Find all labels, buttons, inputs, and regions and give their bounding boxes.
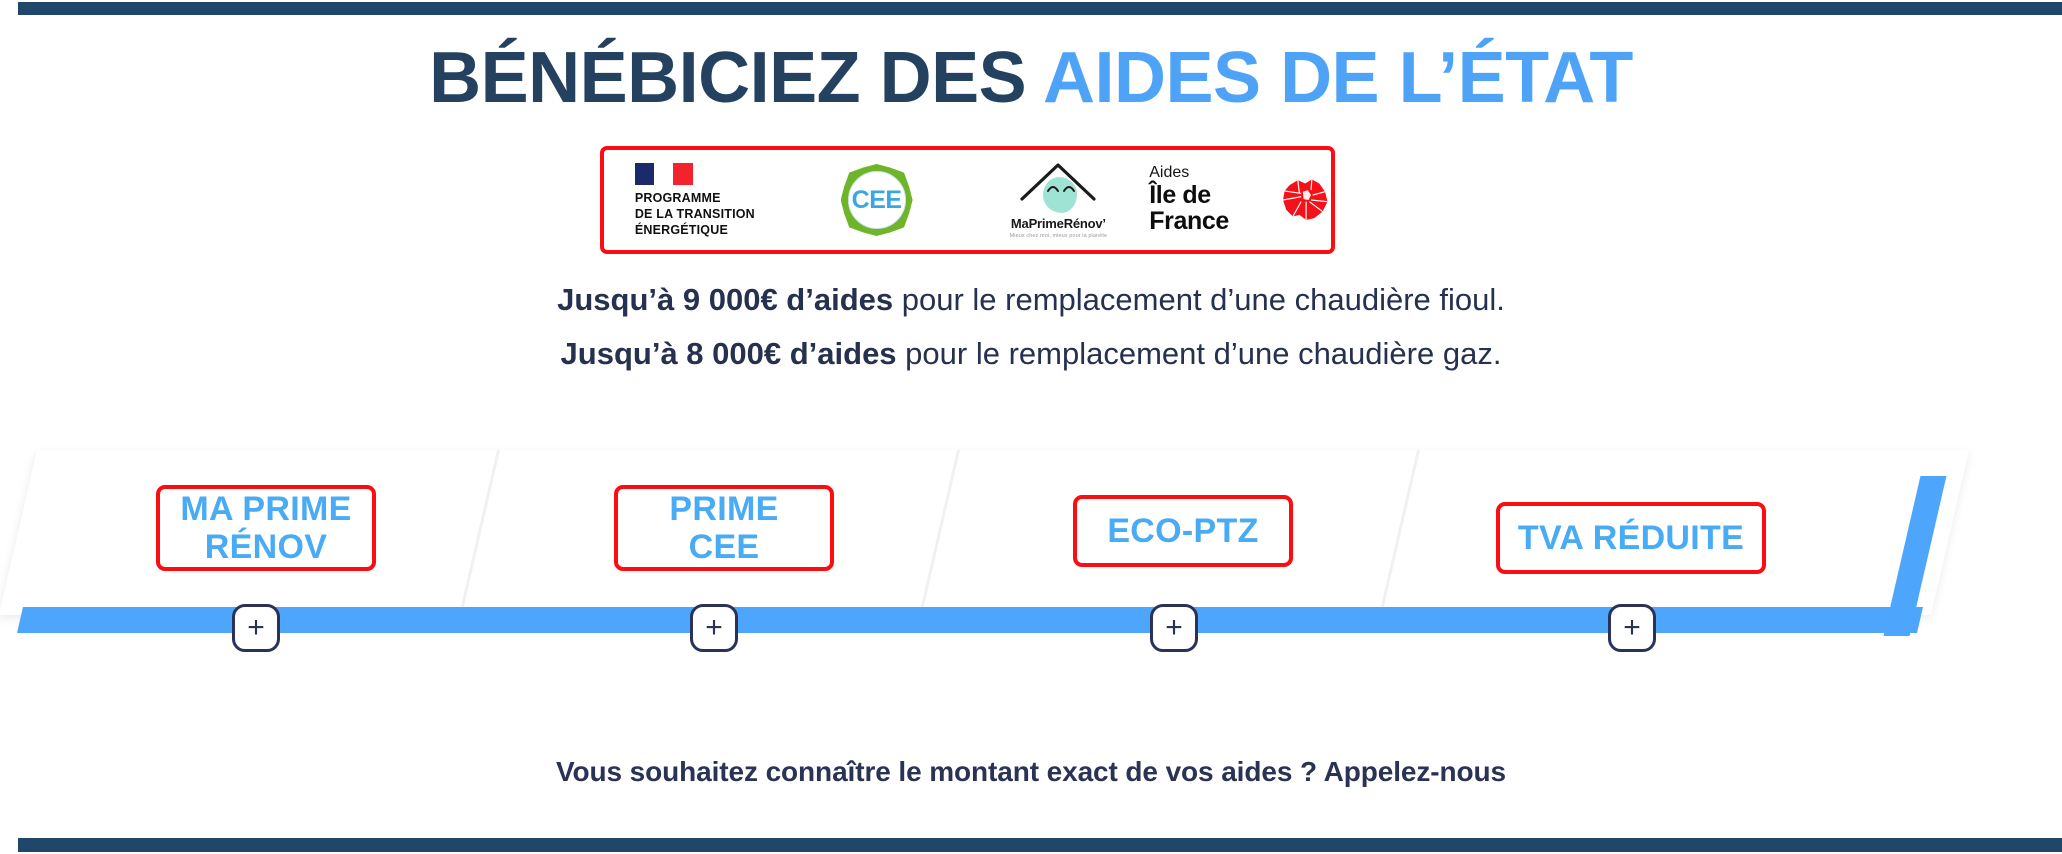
- aid-line-fioul-amount: Jusqu’à 9 000€ d’aides: [557, 282, 894, 317]
- timeline-divider-2: [918, 450, 961, 615]
- logo-pte-line2: DE LA TRANSITION: [634, 206, 755, 221]
- logo-maprimerenov-text: MaPrimeRénov’: [1010, 216, 1106, 231]
- aid-line-fioul-rest: pour le remplacement d’une chaudière fio…: [893, 282, 1505, 317]
- logo-pte-line3: ÉNERGÉTIQUE: [634, 222, 728, 237]
- cee-inner-circle: CEE: [847, 171, 906, 229]
- timeline-label-eco-ptz[interactable]: ECO-PTZ: [1073, 495, 1293, 567]
- aid-line-gaz-amount: Jusqu’à 8 000€ d’aides: [560, 336, 897, 372]
- aid-line-gaz-rest: pour le remplacement d’une chaudière gaz…: [896, 336, 1502, 372]
- logo-idf-line1: Aides: [1149, 164, 1190, 182]
- contact-cta-text: Vous souhaitez connaître le montant exac…: [556, 756, 1506, 787]
- logo-cee: CEE: [786, 150, 968, 250]
- house-roof-icon: [1020, 163, 1096, 201]
- timeline-expand-tva-reduite[interactable]: +: [1608, 604, 1656, 652]
- logo-cee-text: CEE: [851, 185, 902, 214]
- logo-maprimerenov: MaPrimeRénov’ Mieux chez moi, mieux pour…: [968, 150, 1150, 250]
- french-flag-icon: [634, 162, 693, 185]
- page-title: BÉNÉBICIEZ DES AIDES DE L’ÉTAT: [0, 42, 2062, 114]
- timeline-label-prime-cee[interactable]: PRIME CEE: [614, 485, 834, 571]
- timeline-expand-prime-cee[interactable]: +: [690, 604, 738, 652]
- renov-blob-icon: [1043, 177, 1078, 213]
- smiling-eyes-icon: [1047, 186, 1076, 192]
- logo-maprimerenov-tagline: Mieux chez moi, mieux pour la planète: [1009, 233, 1108, 239]
- logo-aides-ile-de-france: Aides Île de France: [1149, 150, 1331, 250]
- timeline-label-tva-reduite[interactable]: TVA RÉDUITE: [1496, 502, 1766, 574]
- partner-logos-strip: PROGRAMME DE LA TRANSITION ÉNERGÉTIQUE C…: [600, 146, 1335, 254]
- aid-line-fioul: Jusqu’à 9 000€ d’aides pour le remplacem…: [0, 278, 2062, 322]
- logo-idf-line2: Île de France: [1149, 181, 1229, 236]
- timeline-label-ma-prime-renov[interactable]: MA PRIME RÉNOV: [156, 485, 376, 571]
- timeline-expand-eco-ptz[interactable]: +: [1150, 604, 1198, 652]
- timeline-divider-3: [1378, 450, 1421, 615]
- aid-amount-lines: Jusqu’à 9 000€ d’aides pour le remplacem…: [0, 278, 2062, 376]
- bottom-accent-bar: [18, 838, 2062, 852]
- timeline-expand-ma-prime-renov[interactable]: +: [232, 604, 280, 652]
- ile-de-france-map-icon: [1283, 179, 1328, 220]
- page-title-light-part: AIDES DE L’ÉTAT: [1043, 38, 1633, 118]
- timeline-divider-1: [458, 450, 501, 615]
- logo-pte-line1: PROGRAMME: [634, 190, 721, 205]
- top-accent-bar: [18, 2, 2062, 15]
- logo-programme-transition-energetique: PROGRAMME DE LA TRANSITION ÉNERGÉTIQUE: [604, 150, 786, 250]
- page-title-dark-part: BÉNÉBICIEZ DES: [429, 38, 1044, 118]
- aids-timeline: MA PRIME RÉNOV PRIME CEE ECO-PTZ TVA RÉD…: [0, 440, 2062, 660]
- aid-line-gaz: Jusqu’à 8 000€ d’aides pour le remplacem…: [0, 332, 2062, 376]
